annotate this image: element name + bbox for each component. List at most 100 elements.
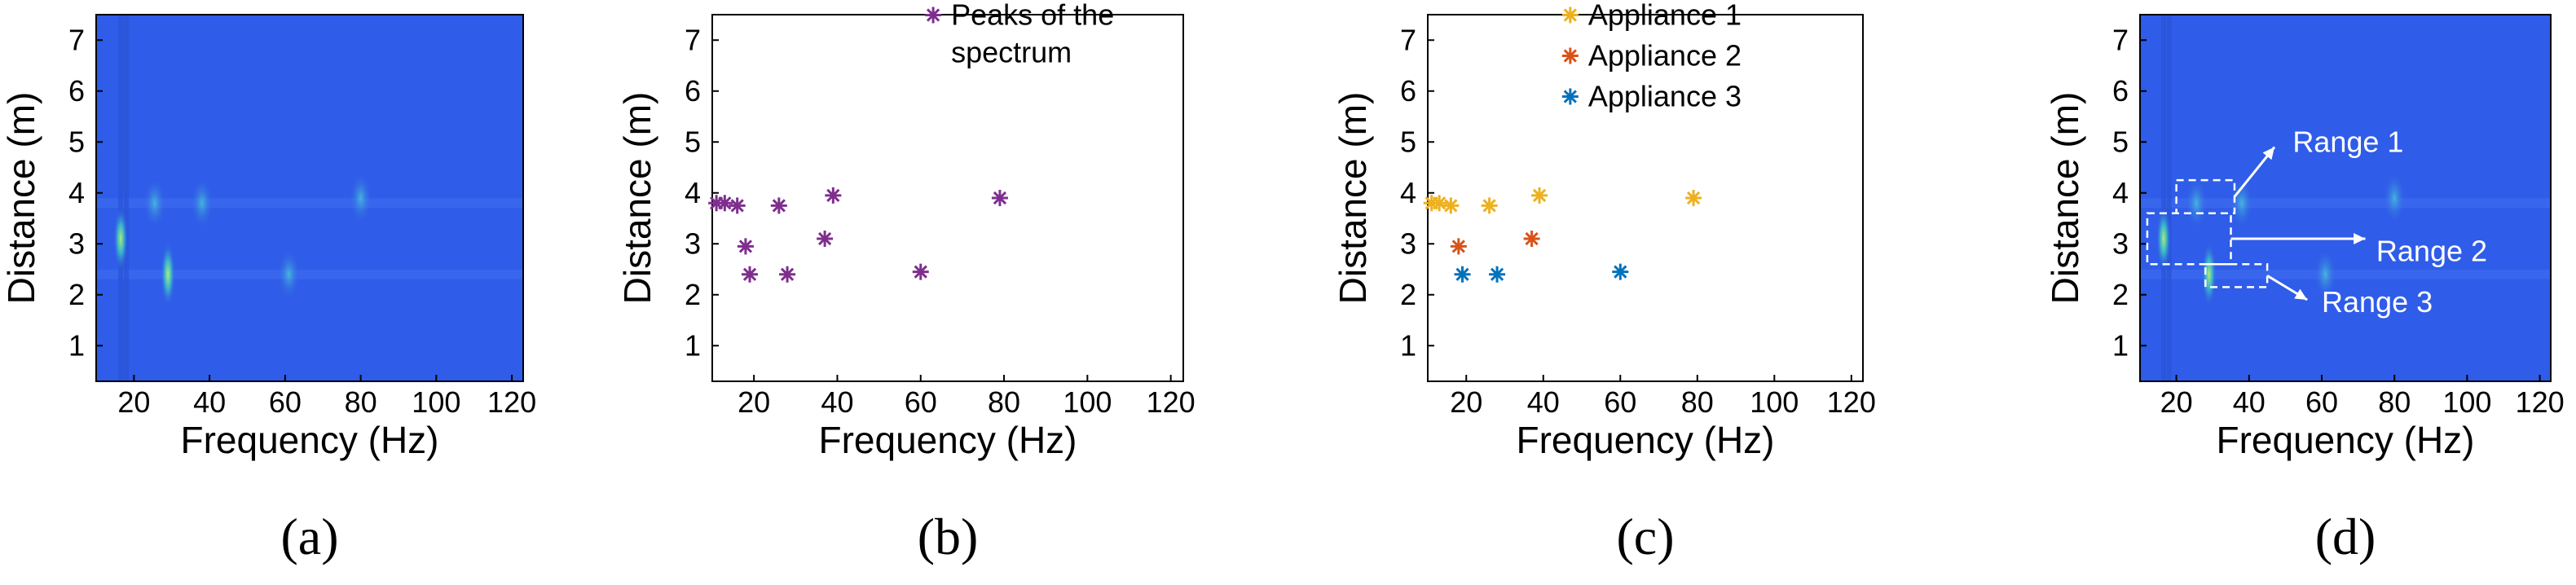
chart-3-legend-label: Appliance 3 (1588, 80, 1742, 113)
chart-4-range-label: Range 3 (2322, 285, 2433, 319)
chart-4-panel-label: (d) (2315, 508, 2376, 565)
chart-1-y-tick-label: 1 (68, 328, 85, 362)
chart-3-plot-area (1428, 15, 1863, 381)
chart-1-heat-spot (277, 248, 301, 301)
chart-3-y-tick-label: 3 (1400, 227, 1416, 260)
chart-3-panel-label: (c) (1616, 508, 1674, 565)
chart-4-range-box (2204, 263, 2269, 288)
chart-4-frame (2139, 14, 2552, 382)
chart-4-range-arrowhead (2354, 233, 2366, 244)
chart-2-legend-label-cont: spectrum (951, 36, 1072, 69)
chart-1-y-axis-label: Distance (m) (0, 92, 42, 305)
chart-2-y-tick-label: 1 (685, 328, 701, 362)
chart-3-x-tick-label: 20 (1450, 385, 1482, 419)
chart-4-heat-spot (2155, 206, 2171, 271)
chart-3-point (1450, 238, 1467, 255)
chart-4-y-axis-label: Distance (m) (2044, 92, 2086, 305)
chart-2-plot-area (712, 15, 1183, 381)
chart-4-heat-streak (2160, 15, 2166, 381)
chart-4-y-tick-label: 1 (2112, 328, 2129, 362)
chart-3-point (1489, 266, 1506, 283)
chart-4-x-tick-label: 120 (2516, 385, 2565, 419)
chart-3-legend-label: Appliance 2 (1588, 39, 1742, 73)
chart-1-frame (95, 14, 524, 382)
chart-4-heat-band (2140, 269, 2551, 279)
chart-4-range-box (2146, 212, 2232, 266)
chart-2-point (729, 197, 746, 214)
chart-4-heat-spot (2314, 248, 2337, 301)
chart-1-heat-spot (113, 206, 129, 271)
chart-3-x-axis-label: Frequency (Hz) (1517, 419, 1775, 461)
chart-1-x-tick-label: 80 (345, 385, 377, 419)
chart-2-y-tick-label: 6 (685, 74, 701, 108)
chart-1-heat-streak (118, 15, 124, 381)
chart-3-x-tick-label: 40 (1527, 385, 1560, 419)
chart-3-point (1481, 197, 1498, 214)
chart-2-y-tick-label: 5 (685, 125, 701, 158)
chart-2-y-tick-label: 4 (685, 176, 701, 209)
chart-2-point (779, 266, 796, 283)
chart-2-point (737, 238, 754, 255)
chart-1-y-tick-label: 7 (68, 23, 85, 56)
chart-1-y-tick-label: 3 (68, 227, 85, 260)
chart-2-point (825, 187, 842, 204)
chart-3-y-tick-label: 1 (1400, 328, 1416, 362)
chart-1-heat-streak (124, 15, 130, 381)
chart-3-point (1523, 231, 1540, 247)
chart-3-x-tick-label: 100 (1750, 385, 1799, 419)
chart-3-y-tick-label: 4 (1400, 176, 1416, 209)
chart-2-point (912, 263, 929, 280)
chart-1-x-axis-label: Frequency (Hz) (181, 419, 439, 461)
chart-2-legend-marker (925, 7, 942, 24)
chart-4-y-tick-label: 4 (2112, 176, 2129, 209)
chart-4-heat-spot (2185, 177, 2208, 230)
chart-1-x-tick-label: 120 (487, 385, 536, 419)
chart-3-legend-marker (1561, 88, 1579, 105)
chart-1-heat-spot (349, 172, 372, 224)
chart-2-x-tick-label: 100 (1063, 385, 1112, 419)
chart-1-heat-band (96, 269, 523, 279)
chart-3-y-tick-label: 6 (1400, 74, 1416, 108)
chart-4-x-axis-label: Frequency (Hz) (2217, 419, 2475, 461)
chart-1-heat-spot (143, 177, 166, 230)
chart-4-x-tick-label: 40 (2233, 385, 2266, 419)
chart-4: 20 40 60 80 100 120 1 2 3 4 5 6 7 Frequency (Hz) Dista… (2044, 14, 2565, 565)
chart-3-y-tick-label: 5 (1400, 125, 1416, 158)
chart-4-heat-spot (2383, 172, 2406, 224)
chart-3-point (1442, 197, 1460, 214)
chart-1-panel-label: (a) (280, 508, 338, 565)
chart-1-x-tick-label: 100 (412, 385, 460, 419)
chart-3-point (1612, 263, 1629, 280)
chart-2-point (708, 195, 725, 212)
chart-4-heat-spot (2230, 177, 2253, 230)
chart-3-legend-marker (1561, 47, 1579, 64)
chart-4-x-tick-label: 80 (2378, 385, 2411, 419)
chart-3-y-axis-label: Distance (m) (1332, 92, 1374, 305)
chart-3: 20 40 60 80 100 120 1 2 3 4 5 6 7 Frequency (Hz) Dista… (1332, 0, 1876, 565)
chart-4-x-tick-label: 60 (2305, 385, 2338, 419)
chart-2-point (742, 266, 759, 283)
chart-2-panel-label: (b) (918, 508, 979, 565)
chart-2-point (817, 231, 834, 247)
chart-1-x-tick-label: 40 (193, 385, 226, 419)
chart-3-point (1431, 195, 1448, 212)
chart-4-range-arrowhead (2294, 288, 2308, 300)
chart-3-point (1454, 266, 1471, 283)
chart-4-y-tick-label: 2 (2112, 278, 2129, 311)
chart-3-legend-marker (1561, 7, 1579, 24)
chart-2-x-tick-label: 40 (821, 385, 853, 419)
chart-4-y-tick-label: 6 (2112, 74, 2129, 108)
chart-4-heatmap-background (2140, 15, 2551, 381)
chart-4-range-label: Range 2 (2376, 235, 2487, 268)
chart-2-point (991, 190, 1008, 206)
chart-2-x-axis-label: Frequency (Hz) (819, 419, 1077, 461)
chart-1: 20 40 60 80 100 120 1 2 3 4 5 6 7 Frequency (Hz) Dista… (0, 14, 536, 565)
chart-2-point (716, 195, 733, 212)
chart-4-y-tick-label: 3 (2112, 227, 2129, 260)
chart-2-x-tick-label: 60 (905, 385, 937, 419)
chart-2-x-tick-label: 80 (988, 385, 1020, 419)
chart-2-legend-label: Peaks of the (951, 0, 1114, 32)
chart-4-y-tick-label: 7 (2112, 23, 2129, 56)
chart-1-y-tick-label: 2 (68, 278, 85, 311)
